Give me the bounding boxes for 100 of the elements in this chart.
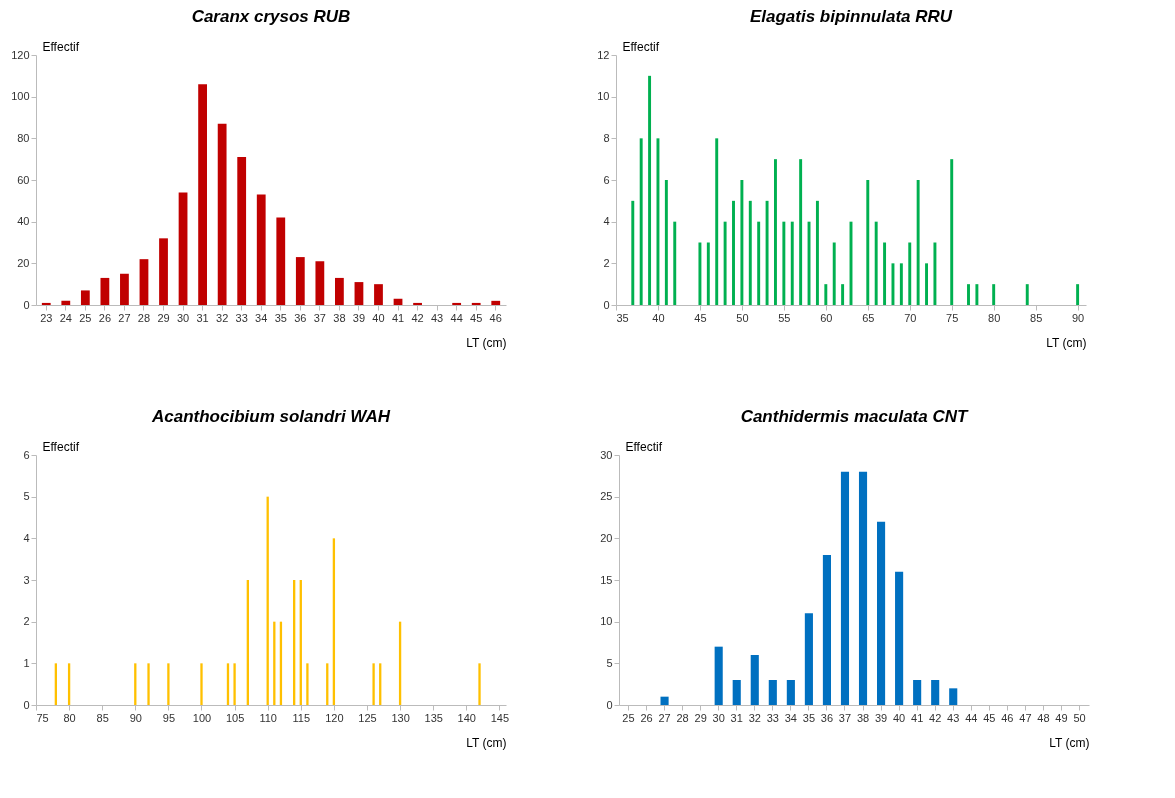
- bar: [80, 290, 90, 305]
- bar: [706, 242, 710, 305]
- bar: [807, 221, 811, 305]
- bar: [178, 192, 188, 305]
- bar: [335, 277, 344, 305]
- y-tick-label: 120: [11, 48, 30, 61]
- bar: [757, 221, 761, 305]
- bar: [167, 663, 170, 705]
- y-tick-label: 5: [606, 656, 613, 669]
- x-tick-label: 30: [176, 311, 190, 324]
- x-tick-label: 24: [59, 311, 72, 324]
- x-tick-label: 39: [874, 711, 888, 724]
- y-axis-title: Effectif: [622, 39, 660, 54]
- bar: [925, 263, 928, 305]
- x-tick-label: 42: [929, 711, 942, 724]
- bar: [295, 257, 305, 305]
- chart-title: Acanthocibium solandri WAH: [150, 407, 391, 426]
- y-tick-label: 2: [23, 615, 30, 628]
- x-tick-label: 135: [424, 711, 443, 724]
- x-tick-label: 43: [947, 711, 960, 724]
- x-tick-label: 37: [313, 311, 326, 324]
- bar: [786, 680, 795, 705]
- bar: [895, 571, 904, 705]
- x-tick-label: 47: [1019, 711, 1032, 724]
- bar: [723, 221, 727, 305]
- bar: [276, 217, 286, 305]
- x-tick-label: 50: [736, 311, 749, 324]
- y-tick-label: 2: [603, 256, 610, 269]
- bar: [824, 284, 828, 305]
- bar: [866, 180, 870, 305]
- bar: [217, 123, 227, 305]
- y-tick-label: 20: [17, 256, 30, 269]
- bar: [698, 242, 702, 305]
- x-tick-label: 130: [391, 711, 410, 724]
- bar: [899, 263, 903, 305]
- chart-title: Canthidermis maculata CNT: [740, 407, 969, 426]
- x-tick-label: 28: [676, 711, 689, 724]
- bar: [841, 284, 845, 305]
- bar: [714, 646, 723, 705]
- bar: [768, 680, 777, 705]
- bar: [874, 221, 878, 305]
- x-tick-label: 45: [470, 311, 483, 324]
- x-tick-label: 39: [352, 311, 366, 324]
- bar: [237, 157, 247, 305]
- y-tick-label: 8: [603, 131, 610, 144]
- bar: [950, 159, 954, 305]
- bar: [374, 284, 383, 305]
- bar: [732, 680, 741, 705]
- x-tick-label: 38: [856, 711, 870, 724]
- x-tick-label: 55: [778, 311, 791, 324]
- bar: [1025, 284, 1029, 305]
- y-tick-label: 60: [17, 173, 30, 186]
- y-tick-label: 6: [23, 448, 30, 461]
- bar: [799, 159, 803, 305]
- bar: [740, 180, 744, 305]
- y-tick-label: 30: [600, 448, 613, 461]
- y-axis-title: Effectif: [625, 439, 663, 454]
- bar: [631, 200, 635, 305]
- bar: [452, 302, 462, 305]
- bar: [198, 84, 207, 305]
- x-tick-label: 44: [450, 311, 463, 324]
- y-tick-label: 4: [23, 531, 30, 544]
- x-axis-title: LT (cm): [1049, 735, 1090, 750]
- x-tick-label: 105: [225, 711, 245, 724]
- x-tick-label: 45: [983, 711, 996, 724]
- x-tick-label: 32: [216, 311, 229, 324]
- bar: [256, 194, 266, 305]
- x-tick-label: 46: [1001, 711, 1014, 724]
- bar: [664, 180, 668, 305]
- bar: [732, 200, 735, 305]
- y-axis-title: Effectif: [42, 39, 80, 54]
- bar: [765, 200, 769, 305]
- bar: [639, 138, 643, 305]
- x-tick-label: 41: [911, 711, 924, 724]
- bar: [891, 263, 895, 305]
- x-tick-label: 26: [98, 311, 112, 324]
- x-tick-label: 35: [616, 311, 629, 324]
- x-axis-title: LT (cm): [466, 735, 507, 750]
- y-tick-label: 12: [597, 48, 610, 61]
- y-tick-label: 0: [606, 698, 613, 711]
- y-tick-label: 6: [603, 173, 610, 186]
- x-tick-label: 145: [490, 711, 510, 724]
- y-tick-label: 10: [597, 90, 610, 103]
- y-tick-label: 10: [600, 615, 613, 628]
- bar: [656, 138, 660, 305]
- bar: [100, 277, 110, 305]
- x-tick-label: 29: [694, 711, 707, 724]
- x-tick-label: 60: [820, 311, 833, 324]
- y-tick-label: 4: [603, 215, 610, 228]
- y-tick-label: 80: [17, 131, 30, 144]
- bar: [748, 200, 752, 305]
- bar: [992, 284, 996, 305]
- bar: [877, 521, 886, 705]
- x-tick-label: 34: [784, 711, 797, 724]
- bar: [975, 284, 979, 305]
- y-tick-label: 15: [600, 573, 613, 586]
- y-tick-label: 5: [23, 490, 30, 503]
- x-tick-label: 41: [391, 311, 405, 324]
- chart-title: Caranx crysos RUB: [191, 7, 351, 26]
- x-tick-label: 36: [294, 311, 307, 324]
